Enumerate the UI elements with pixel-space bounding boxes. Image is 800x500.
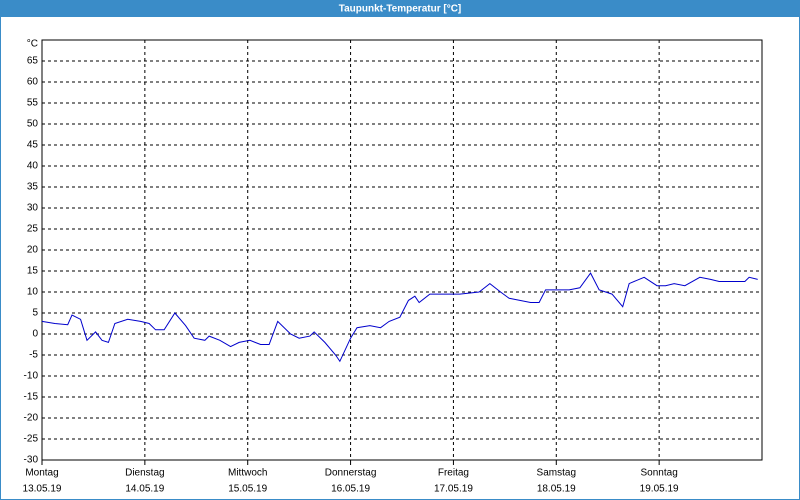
x-tick-label: Mittwoch — [228, 468, 267, 479]
x-tick-label: Sonntag — [641, 468, 678, 479]
title-bar — [0, 0, 800, 17]
x-tick-label: Samstag — [537, 468, 576, 479]
series-line — [41, 272, 758, 363]
y-tick-label: 60 — [27, 77, 39, 88]
y-tick-label: 10 — [27, 287, 39, 298]
y-tick-label: 50 — [27, 119, 39, 130]
x-tick-label: Donnerstag — [325, 468, 377, 479]
x-tick-label: Dienstag — [125, 468, 164, 479]
y-tick-label: 5 — [32, 308, 38, 319]
y-tick-label: 40 — [27, 161, 39, 172]
x-tick-date: 16.05.19 — [331, 484, 370, 495]
y-axis-label: °C — [27, 39, 38, 50]
x-tick-label: Montag — [25, 468, 58, 479]
y-tick-label: 35 — [27, 182, 39, 193]
x-tick-date: 15.05.19 — [228, 484, 267, 495]
y-tick-label: -20 — [24, 413, 39, 424]
y-tick-label: 55 — [27, 98, 39, 109]
x-tick-label: Freitag — [438, 468, 469, 479]
chart-title: Taupunkt-Temperatur [°C] — [339, 4, 462, 15]
x-tick-date: 14.05.19 — [125, 484, 164, 495]
y-tick-label: -30 — [24, 455, 39, 466]
y-tick-label: 65 — [27, 56, 39, 67]
x-tick-date: 19.05.19 — [640, 484, 679, 495]
y-tick-label: -25 — [24, 434, 39, 445]
x-tick-date: 13.05.19 — [23, 484, 62, 495]
y-tick-label: 45 — [27, 140, 39, 151]
y-tick-label: 30 — [27, 203, 39, 214]
x-tick-date: 18.05.19 — [537, 484, 576, 495]
y-tick-label: -15 — [24, 392, 39, 403]
y-tick-label: 0 — [32, 329, 38, 340]
x-tick-date: 17.05.19 — [434, 484, 473, 495]
y-tick-label: -5 — [29, 350, 38, 361]
y-tick-label: -10 — [24, 371, 39, 382]
y-tick-label: 25 — [27, 224, 39, 235]
plot-border — [41, 39, 763, 461]
y-tick-label: 20 — [27, 245, 39, 256]
y-tick-label: 15 — [27, 266, 39, 277]
